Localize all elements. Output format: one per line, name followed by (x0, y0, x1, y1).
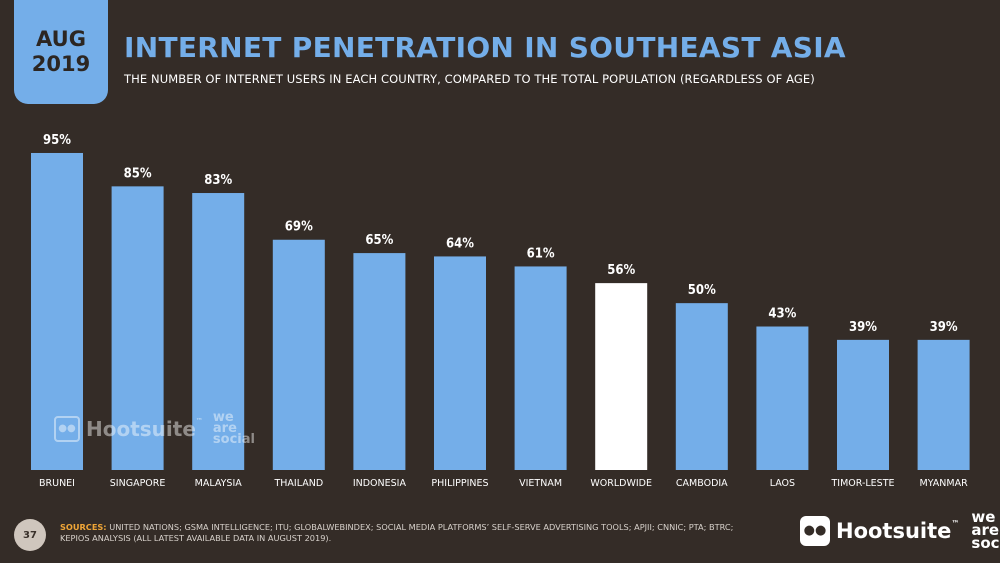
category-label: CAMBODIA (676, 478, 728, 489)
sources-note: SOURCES: UNITED NATIONS; GSMA INTELLIGEN… (60, 522, 760, 544)
bar-laos (756, 326, 809, 470)
category-label: BRUNEI (39, 478, 75, 489)
bar-timor-leste (837, 339, 889, 470)
hootsuite-watermark: ●● Hootsuite™ we are social (54, 410, 255, 447)
date-year: 2019 (31, 52, 91, 76)
bar-philippines (434, 256, 486, 470)
value-label: 64% (446, 236, 474, 251)
page-title: INTERNET PENETRATION IN SOUTHEAST ASIA (124, 31, 846, 64)
category-label: TIMOR-LESTE (830, 478, 894, 489)
bar-vietnam (514, 266, 567, 470)
value-label: 39% (930, 320, 958, 335)
brand-logos: ●● Hootsuite™ we are social (800, 508, 1000, 552)
value-label: 56% (607, 263, 635, 278)
bar-thailand (272, 239, 325, 470)
value-label: 43% (768, 307, 796, 322)
value-label: 65% (365, 233, 393, 248)
value-label: 50% (688, 283, 716, 298)
brand-name: Hootsuite™ (836, 518, 960, 543)
partner-logo: we are social (971, 508, 1000, 552)
date-month: AUG (36, 27, 86, 51)
category-label: WORLDWIDE (590, 478, 652, 489)
value-label: 61% (527, 246, 555, 261)
value-label: 95% (43, 133, 71, 148)
value-label: 69% (285, 220, 313, 235)
bar-worldwide (595, 283, 648, 470)
category-label: MALAYSIA (195, 478, 243, 489)
date-badge: AUG 2019 (14, 0, 108, 104)
bar-malaysia (192, 193, 245, 470)
page-number: 37 (14, 519, 46, 551)
watermark-brand: Hootsuite™ (86, 416, 203, 441)
category-label: VIETNAM (519, 478, 562, 489)
owl-logo-icon: ●● (54, 415, 80, 442)
sources-text: UNITED NATIONS; GSMA INTELLIGENCE; ITU; … (60, 522, 734, 543)
category-label: PHILIPPINES (431, 478, 488, 489)
category-label: INDONESIA (353, 478, 407, 489)
value-label: 83% (204, 173, 232, 188)
category-label: MYANMAR (920, 478, 969, 489)
bar-indonesia (353, 253, 406, 470)
bar-cambodia (675, 303, 728, 470)
watermark-partner: we are social (212, 410, 255, 447)
sources-label: SOURCES: (60, 522, 107, 532)
page-subtitle: THE NUMBER OF INTERNET USERS IN EACH COU… (124, 72, 815, 86)
bar-myanmar (917, 339, 970, 470)
bar-chart: 95% BRUNEI 85% SINGAPORE 83% MALAYSIA 69% THAIL… (31, 133, 970, 489)
category-label: THAILAND (273, 478, 323, 489)
bar-singapore (111, 186, 164, 470)
category-label: LAOS (770, 478, 795, 489)
value-label: 85% (124, 166, 152, 181)
value-label: 39% (849, 320, 877, 335)
category-label: SINGAPORE (110, 478, 166, 489)
owl-logo-icon: ●● (800, 515, 830, 546)
